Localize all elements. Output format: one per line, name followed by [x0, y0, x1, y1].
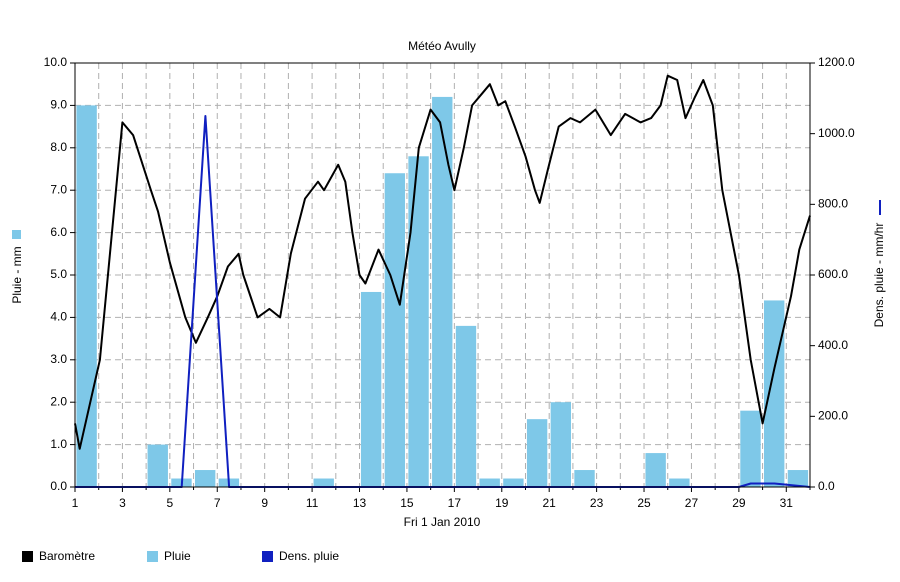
chart-title: Météo Avully [408, 39, 476, 53]
legend-swatch [262, 551, 273, 562]
x-tick-label: 1 [72, 496, 79, 510]
y-tick-label: 5.0 [50, 267, 67, 281]
x-tick-label: 5 [166, 496, 173, 510]
x-tick-label: 11 [306, 496, 319, 510]
legend-swatch [147, 551, 158, 562]
y-tick-label: 4.0 [50, 310, 67, 324]
bar [550, 402, 572, 487]
x-tick-label: 13 [353, 496, 367, 510]
x-tick-label: 15 [400, 496, 414, 510]
y-axis-icon [12, 230, 21, 239]
x-tick-label: 25 [637, 496, 651, 510]
y-tick-label: 3.0 [50, 352, 67, 366]
plot-frame [74, 62, 811, 488]
y2-tick-label: 1000.0 [818, 126, 855, 140]
bar [360, 291, 382, 487]
plot-area: 0.0 1.0 2.0 3.0 4.0 5.0 6.0 7.0 8.0 9.0 10.0 0.0 200… [44, 55, 855, 510]
y-tick-label: 1.0 [50, 437, 67, 451]
legend-label: Baromètre [39, 549, 95, 563]
y-tick-label: 10.0 [44, 55, 68, 69]
y-tick-label: 0.0 [50, 479, 67, 493]
bar [384, 173, 406, 488]
x-tick-label: 27 [685, 496, 699, 510]
y2-tick-label: 800.0 [818, 197, 848, 211]
bar [526, 419, 548, 487]
x-tick-label: 17 [448, 496, 462, 510]
y-tick-label: 9.0 [50, 98, 67, 112]
bar [764, 300, 785, 487]
bar [645, 453, 666, 487]
y2-tick-label: 200.0 [818, 409, 848, 423]
bar [76, 105, 97, 488]
x-axis-label: Fri 1 Jan 2010 [404, 515, 481, 529]
x-tick-label: 19 [495, 496, 509, 510]
y2-tick-label: 0.0 [818, 479, 835, 493]
bar [194, 470, 216, 487]
x-tick-label: 3 [119, 496, 126, 510]
bar [669, 478, 690, 487]
y2-tick-label: 600.0 [818, 267, 848, 281]
bar [479, 478, 500, 487]
y2-tick-label: 1200.0 [818, 55, 855, 69]
x-tick-label: 21 [543, 496, 557, 510]
x-tick-label: 31 [780, 496, 794, 510]
bar [432, 96, 453, 488]
bar [313, 478, 334, 487]
y-tick-label: 6.0 [50, 225, 67, 239]
y2-tick-label: 400.0 [818, 338, 848, 352]
bar [147, 444, 168, 487]
legend-swatch [22, 551, 33, 562]
bar [787, 470, 809, 487]
bar [455, 325, 477, 487]
line [74, 74, 811, 450]
legend-label: Pluie [164, 549, 191, 563]
bar [740, 410, 761, 487]
y-tick-label: 7.0 [50, 182, 67, 196]
legend-label: Dens. pluie [279, 549, 339, 563]
x-tick-label: 29 [732, 496, 746, 510]
bar [408, 156, 429, 487]
bar [574, 470, 595, 487]
y2-axis-label: Dens. pluie - mm/hr [872, 223, 886, 328]
x-tick-label: 9 [261, 496, 268, 510]
y-axis-label: Pluie - mm [10, 246, 24, 303]
x-tick-label: 7 [214, 496, 221, 510]
y-tick-label: 8.0 [50, 140, 67, 154]
y-tick-label: 2.0 [50, 394, 67, 408]
x-tick-label: 23 [590, 496, 604, 510]
bar [503, 478, 524, 487]
